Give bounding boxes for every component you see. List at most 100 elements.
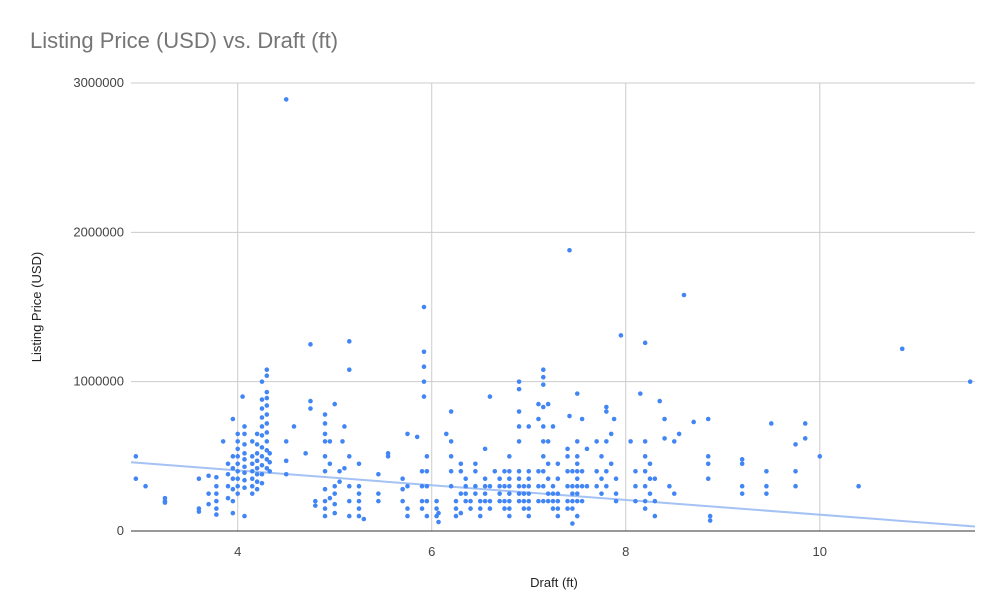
data-point bbox=[264, 403, 270, 408]
data-point bbox=[579, 483, 585, 489]
data-point bbox=[579, 468, 585, 474]
data-point bbox=[337, 479, 342, 485]
data-point bbox=[214, 483, 219, 489]
data-point bbox=[448, 409, 454, 414]
data-point bbox=[424, 498, 430, 504]
data-point bbox=[230, 510, 236, 516]
data-point bbox=[230, 454, 236, 459]
data-point bbox=[264, 457, 270, 462]
data-point bbox=[214, 498, 219, 504]
data-point bbox=[346, 367, 352, 373]
data-point bbox=[235, 461, 241, 467]
data-point bbox=[764, 491, 769, 496]
data-point bbox=[565, 446, 570, 452]
data-point bbox=[267, 451, 273, 456]
data-point bbox=[400, 498, 405, 504]
data-point bbox=[259, 480, 265, 486]
data-point bbox=[235, 468, 241, 474]
data-point bbox=[225, 461, 231, 467]
x-tick-label: 8 bbox=[622, 544, 629, 559]
data-point bbox=[283, 458, 289, 464]
data-point bbox=[642, 340, 648, 346]
data-point bbox=[550, 506, 556, 511]
data-point bbox=[356, 506, 362, 511]
data-point bbox=[555, 506, 561, 511]
data-point bbox=[507, 491, 512, 496]
data-point bbox=[230, 476, 236, 482]
data-point bbox=[473, 461, 478, 467]
data-point bbox=[482, 446, 488, 452]
data-point bbox=[647, 461, 653, 467]
data-point bbox=[555, 498, 561, 504]
data-point bbox=[196, 509, 202, 514]
data-point bbox=[259, 397, 265, 402]
data-point bbox=[579, 416, 585, 422]
data-point bbox=[642, 454, 648, 459]
data-point bbox=[647, 476, 653, 482]
data-point bbox=[526, 506, 532, 511]
data-point bbox=[249, 461, 255, 467]
grid bbox=[131, 82, 975, 531]
data-point bbox=[502, 468, 507, 474]
data-point bbox=[322, 468, 328, 474]
data-point bbox=[604, 404, 609, 410]
data-point bbox=[332, 491, 338, 496]
data-point bbox=[482, 476, 488, 482]
data-point bbox=[242, 451, 247, 456]
data-point bbox=[536, 401, 541, 407]
data-point bbox=[642, 506, 648, 511]
data-point bbox=[638, 391, 643, 396]
data-point bbox=[385, 451, 391, 456]
data-point bbox=[230, 498, 236, 504]
data-point bbox=[405, 506, 410, 511]
data-point bbox=[502, 498, 507, 504]
data-point bbox=[574, 498, 580, 504]
data-point bbox=[540, 374, 546, 380]
data-point bbox=[308, 406, 313, 411]
data-point bbox=[424, 483, 430, 489]
data-point bbox=[443, 431, 449, 437]
data-point bbox=[259, 406, 265, 411]
data-point bbox=[235, 439, 241, 444]
data-point bbox=[633, 468, 638, 474]
data-point bbox=[242, 431, 247, 437]
data-point bbox=[421, 349, 427, 355]
data-point bbox=[327, 495, 333, 501]
data-point bbox=[458, 491, 464, 496]
data-point bbox=[356, 483, 362, 489]
data-point bbox=[242, 485, 247, 490]
tick-labels: 0 1000000 2000000 3000000 4 6 8 10 bbox=[73, 75, 827, 559]
data-point bbox=[817, 454, 823, 459]
data-point bbox=[264, 421, 270, 426]
data-point bbox=[545, 401, 551, 407]
data-point bbox=[322, 506, 328, 511]
data-point bbox=[342, 424, 347, 429]
data-point bbox=[545, 498, 551, 504]
data-point bbox=[618, 333, 624, 338]
data-point bbox=[283, 97, 289, 102]
data-point bbox=[574, 391, 580, 396]
data-point bbox=[434, 498, 439, 504]
data-point bbox=[468, 498, 473, 504]
data-point bbox=[574, 468, 580, 474]
data-point bbox=[264, 389, 270, 395]
data-point bbox=[421, 304, 427, 310]
data-point bbox=[507, 454, 512, 459]
data-point bbox=[482, 491, 488, 496]
data-point bbox=[526, 476, 532, 482]
data-point bbox=[421, 379, 427, 384]
data-point bbox=[497, 498, 502, 504]
data-point bbox=[133, 454, 139, 459]
data-point bbox=[555, 513, 561, 519]
data-point bbox=[424, 513, 430, 519]
data-point bbox=[264, 465, 270, 471]
data-point bbox=[267, 460, 273, 465]
data-point bbox=[628, 439, 633, 444]
data-point bbox=[497, 491, 502, 496]
data-point bbox=[526, 491, 532, 496]
data-point bbox=[899, 346, 905, 352]
data-point bbox=[322, 421, 328, 426]
data-point bbox=[502, 483, 507, 489]
data-point bbox=[419, 498, 425, 504]
data-point bbox=[482, 483, 488, 489]
